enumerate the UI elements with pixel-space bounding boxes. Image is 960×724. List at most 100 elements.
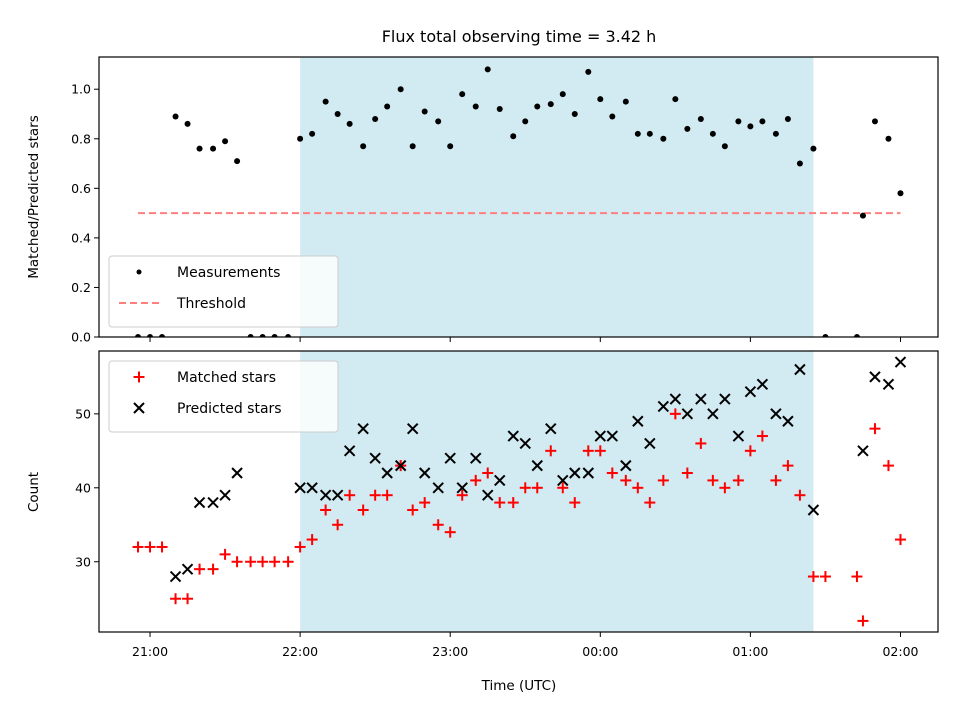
measurements-point (271, 334, 278, 337)
matched-stars-point (344, 489, 356, 501)
axes-frame (98, 56, 939, 338)
measurements-point (384, 103, 391, 110)
measurements-point (571, 110, 578, 117)
plot-area (132, 356, 907, 627)
predicted-stars-point (657, 400, 670, 413)
measurements-point (135, 334, 142, 337)
predicted-stars-point (369, 452, 381, 464)
matched-stars-point (782, 460, 794, 472)
y-tick-label: 30 (75, 554, 91, 569)
matched-stars-point (882, 460, 894, 472)
measurements-point (459, 91, 466, 98)
predicted-stars-point (782, 415, 794, 427)
predicted-stars-point (394, 459, 407, 472)
measurements-point (660, 135, 667, 142)
predicted-stars-point (169, 570, 182, 583)
matched-stars-point (507, 497, 519, 509)
measurements-point (421, 108, 428, 115)
y-tick-label: 0.8 (71, 131, 91, 146)
predicted-stars-point (807, 504, 820, 516)
measurements-point (159, 334, 166, 337)
predicted-stars-point (582, 467, 594, 479)
measurements-point (484, 66, 491, 73)
measurements-point (684, 125, 691, 132)
matched-stars-point (807, 571, 819, 583)
predicted-stars-point (306, 482, 318, 494)
matched-stars-point (620, 474, 632, 486)
measurements-point (709, 130, 716, 137)
matched-stars-point (231, 556, 243, 568)
matched-stars-point (320, 504, 332, 516)
matched-stars-point (269, 556, 281, 568)
measurements-point (372, 115, 379, 122)
legend-marker (133, 402, 145, 414)
matched-stars-point (207, 563, 219, 575)
matched-stars-point (531, 482, 543, 494)
measurements-point (534, 103, 541, 110)
predicted-stars-point (857, 445, 869, 457)
matched-stars-point (194, 563, 206, 575)
predicted-stars-point (193, 496, 206, 509)
predicted-stars-point (319, 489, 332, 501)
measurements-point (172, 113, 179, 120)
matched-stars-point (432, 519, 444, 531)
matched-stars-point (245, 556, 257, 568)
measurements-point (646, 130, 653, 137)
legend-item-predicted-stars: Predicted stars (133, 401, 282, 417)
predicted-stars-point (869, 371, 881, 383)
measurements-point (147, 334, 154, 337)
matched-stars-point (519, 482, 531, 494)
chart-title: Flux total observing time = 3.42 h (382, 27, 657, 46)
legend: Measurements Threshold (108, 255, 339, 328)
matched-stars-point (332, 519, 344, 531)
matched-stars-point (606, 467, 618, 479)
measurements-point (796, 160, 803, 167)
legend-label: Predicted stars (177, 401, 282, 417)
measurements-point (309, 130, 316, 137)
measurements-point (210, 145, 217, 152)
matched-stars-point (482, 467, 494, 479)
matched-stars-point (257, 556, 269, 568)
predicted-stars-point (381, 467, 393, 479)
legend: Matched stars Predicted stars (108, 360, 339, 433)
predicted-stars-point (882, 378, 895, 390)
measurements-point (435, 118, 442, 125)
count-y-axis-label: Count (26, 472, 42, 512)
measurements-point (322, 98, 329, 105)
measurements-point (222, 138, 229, 145)
measurements-point (772, 130, 779, 137)
plot-area (135, 66, 904, 337)
x-tick-label: 21:00 (132, 644, 168, 659)
predicted-stars-point (557, 474, 569, 487)
matched-stars-point (669, 408, 681, 420)
predicted-stars-point (606, 430, 619, 442)
legend-item-matched-stars: Matched stars (133, 370, 276, 386)
measurements-point (735, 118, 742, 125)
matched-stars-point (594, 445, 606, 457)
matched-stars-point (894, 534, 906, 546)
matched-stars-point (794, 489, 806, 501)
measurements-point (747, 123, 754, 130)
matched-stars-point (182, 593, 194, 605)
predicted-stars-point (519, 437, 531, 450)
predicted-stars-point (707, 408, 719, 420)
matched-stars-point (632, 482, 644, 494)
x-tick-label: 01:00 (732, 644, 768, 659)
matched-stars-point (582, 445, 594, 457)
measurements-point (721, 143, 728, 150)
matched-stars-point (644, 497, 656, 509)
predicted-stars-point (545, 422, 557, 435)
measurements-point (897, 190, 904, 197)
predicted-stars-point (695, 393, 707, 405)
predicted-stars-point (644, 437, 656, 450)
y-tick-label: 50 (75, 406, 91, 421)
matched-stars-point (732, 474, 744, 486)
matched-stars-point (369, 489, 381, 501)
matched-stars-point (681, 467, 693, 479)
measurements-point (822, 334, 829, 337)
measurements-point (334, 110, 341, 117)
measurements-point (885, 135, 892, 142)
measurements-point (184, 120, 191, 127)
matched-stars-point (851, 571, 863, 583)
